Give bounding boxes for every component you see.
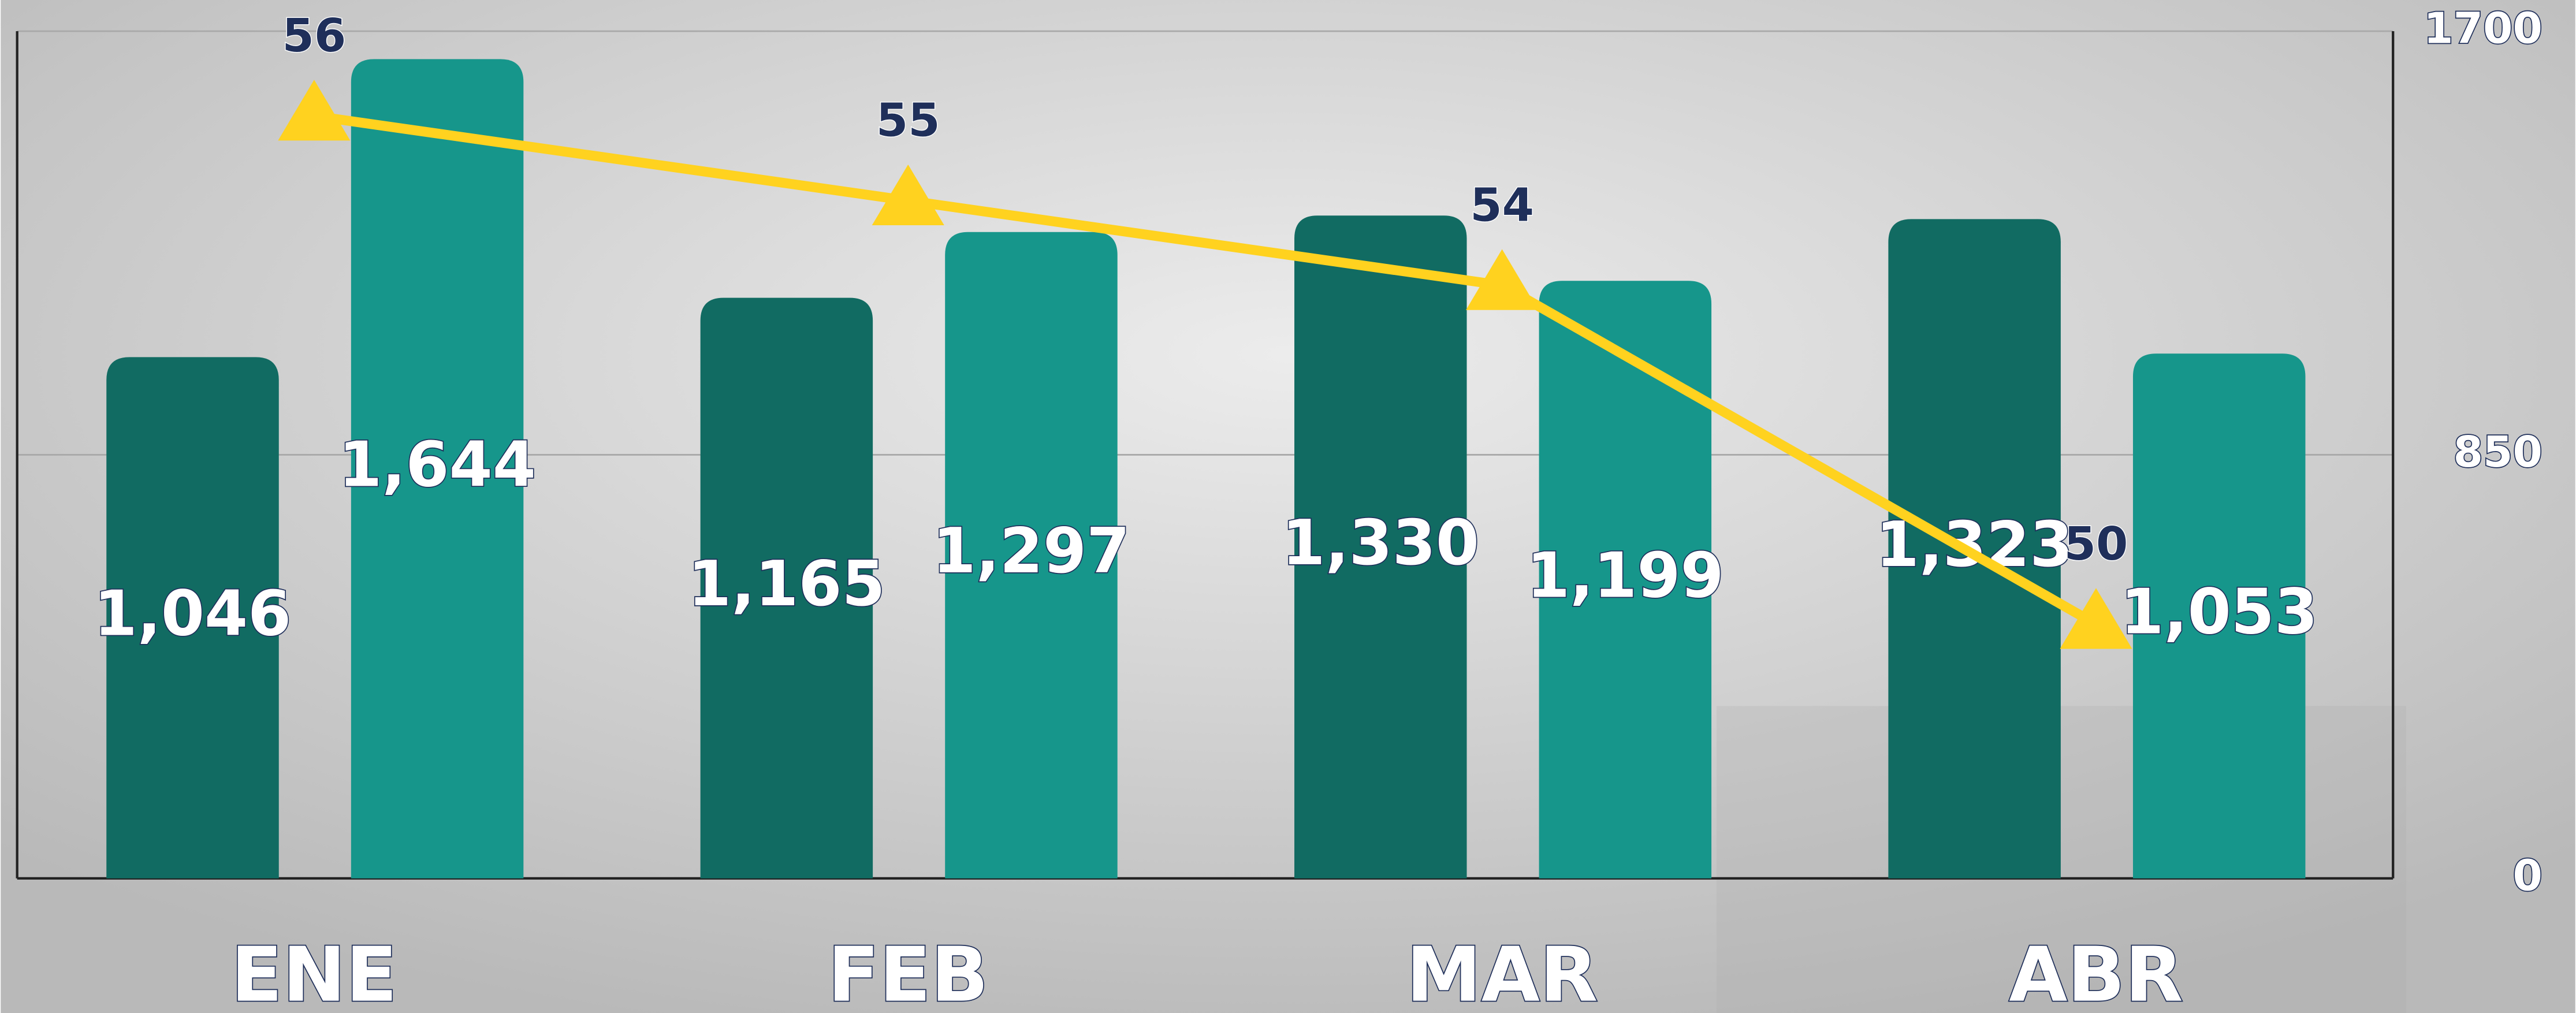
y-tick-label: 1700 bbox=[2424, 4, 2543, 54]
data-label: 54 bbox=[1470, 178, 1534, 232]
bar bbox=[351, 59, 524, 878]
data-label: 1,297 bbox=[933, 515, 1130, 587]
line bbox=[313, 111, 2099, 629]
data-label: 1,199 bbox=[1527, 539, 1724, 612]
bar bbox=[1294, 215, 1467, 878]
marker bbox=[2060, 588, 2132, 649]
y-tick-label: 0 bbox=[2512, 851, 2542, 900]
marker bbox=[1466, 249, 1539, 310]
bar bbox=[2132, 353, 2306, 878]
data-label: 56 bbox=[282, 9, 346, 62]
x-tick-label: ENE bbox=[231, 931, 397, 1013]
bar bbox=[1888, 219, 2061, 878]
data-label: 50 bbox=[2064, 517, 2128, 571]
data-label: 1,046 bbox=[94, 578, 292, 650]
x-tick-label: ABR bbox=[2009, 931, 2183, 1013]
marker bbox=[872, 164, 944, 226]
bar bbox=[106, 357, 279, 878]
data-label: 1,053 bbox=[2120, 576, 2318, 648]
data-label: 1,644 bbox=[338, 429, 536, 501]
y-tick-label: 850 bbox=[2454, 427, 2543, 477]
x-tick-label: FEB bbox=[828, 931, 988, 1013]
data-label: 1,330 bbox=[1282, 507, 1479, 579]
data-label: 1,165 bbox=[688, 548, 885, 620]
bar bbox=[1539, 281, 1712, 878]
bar bbox=[700, 297, 873, 878]
x-tick-label: MAR bbox=[1406, 931, 1598, 1013]
bar bbox=[945, 232, 1118, 878]
data-label: 55 bbox=[876, 94, 940, 147]
marker bbox=[278, 80, 351, 141]
